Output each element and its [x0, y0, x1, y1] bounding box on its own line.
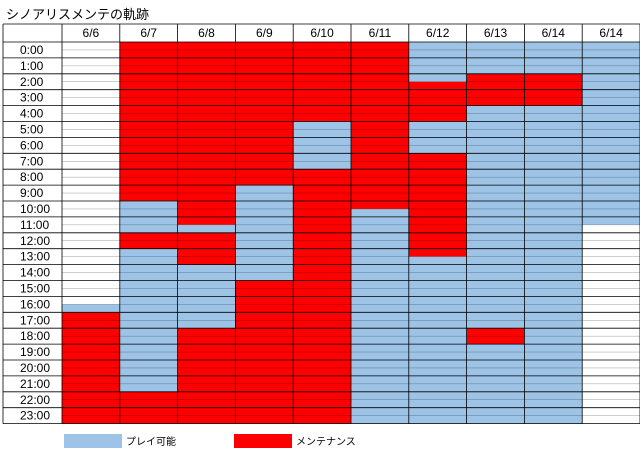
row-label: 2:00: [20, 75, 44, 89]
status-cell-available: [582, 42, 640, 225]
row-label: 17:00: [20, 313, 50, 327]
row-label: 5:00: [20, 123, 44, 137]
row-label: 23:00: [20, 409, 50, 423]
row-label: 14:00: [20, 266, 50, 280]
row-label: 9:00: [20, 186, 44, 200]
column-header: 6/7: [140, 26, 157, 40]
legend-label-maintenance: メンテナンス: [296, 436, 356, 448]
row-label: 10:00: [20, 202, 50, 216]
legend-label-available: プレイ可能: [126, 435, 176, 448]
row-label: 15:00: [20, 282, 50, 296]
row-label: 20:00: [20, 361, 50, 375]
status-cell-available: [408, 42, 467, 82]
status-cell-maintenance: [177, 42, 236, 225]
status-cell-maintenance: [408, 81, 467, 122]
row-label: 13:00: [20, 250, 50, 264]
column-header: 6/11: [369, 26, 392, 40]
column-header: 6/12: [426, 26, 450, 40]
row-label: 19:00: [20, 345, 50, 359]
row-label: 4:00: [20, 107, 44, 121]
chart-title: シノアリスメンテの軌跡: [6, 8, 150, 23]
legend-swatch-available: [64, 434, 122, 448]
row-label: 1:00: [20, 59, 44, 73]
legend-swatch-maintenance: [234, 434, 292, 448]
column-header: 6/13: [484, 26, 508, 40]
row-label: 16:00: [20, 297, 50, 311]
column-header: 6/14: [599, 26, 623, 40]
status-cell-available: [62, 304, 120, 313]
row-label: 18:00: [20, 329, 50, 343]
row-label: 3:00: [20, 91, 44, 105]
status-cell-available: [408, 256, 467, 424]
row-label: 6:00: [20, 138, 44, 152]
column-header: 6/9: [256, 26, 273, 40]
row-label: 12:00: [20, 234, 50, 248]
status-cell-available: [177, 224, 236, 233]
column-header: 6/8: [198, 26, 215, 40]
row-label: 7:00: [20, 154, 44, 168]
column-header: 6/6: [83, 26, 100, 40]
row-label: 0:00: [20, 43, 44, 57]
row-label: 11:00: [20, 218, 49, 232]
column-header: 6/10: [310, 26, 334, 40]
row-label: 21:00: [20, 377, 50, 391]
status-cell-maintenance: [408, 153, 467, 257]
status-cell-available: [351, 208, 409, 424]
row-label: 8:00: [20, 170, 44, 184]
column-header: 6/14: [542, 26, 566, 40]
status-cell-maintenance: [351, 42, 409, 209]
row-label: 22:00: [20, 393, 50, 407]
